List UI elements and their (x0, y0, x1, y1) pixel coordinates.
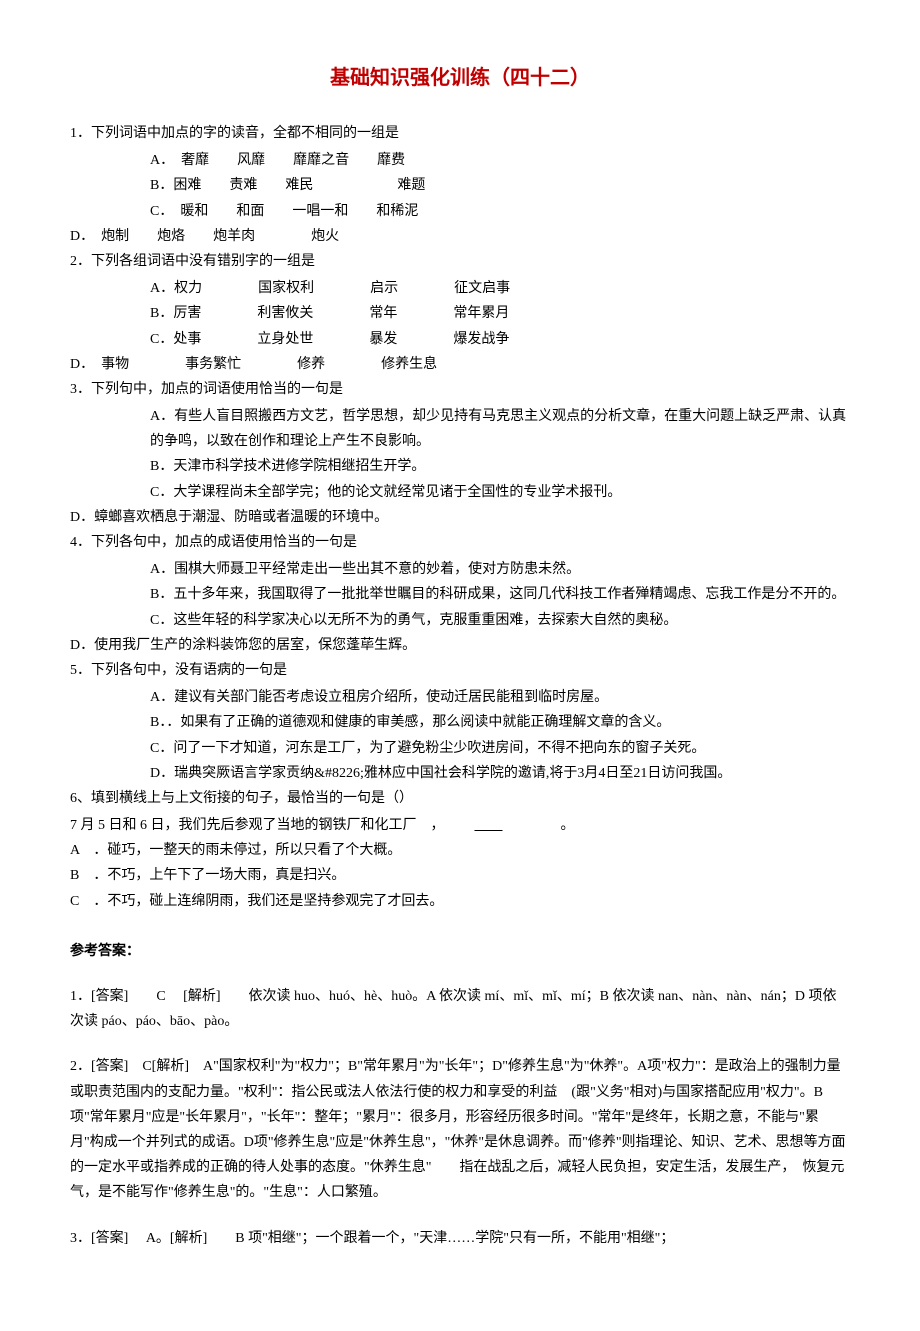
q1-option-a: A． 奢靡 风靡 靡靡之音 靡费 (70, 148, 850, 173)
q3-option-a: A．有些人盲目照搬西方文艺，哲学思想，却少见持有马克思主义观点的分析文章，在重大… (70, 404, 850, 454)
q1-option-c: C． 暖和 和面 一唱一和 和稀泥 (70, 199, 850, 224)
document-title: 基础知识强化训练（四十二） (70, 60, 850, 96)
q6-option-c: C ．不巧，碰上连绵阴雨，我们还是坚持参观完了才回去。 (70, 889, 850, 914)
q3-option-c: C．大学课程尚未全部学完；他的论文就经常见诸于全国性的专业学术报刊。 (70, 480, 850, 505)
question-2: 2．下列各组词语中没有错别字的一组是 A．权力 国家权利 启示 征文启事 B．厉… (70, 249, 850, 377)
answer-2: 2．[答案] C[解析] A"国家权利"为"权力"；B"常年累月"为"长年"；D… (70, 1054, 850, 1205)
q5-option-b: B．．如果有了正确的道德观和健康的审美感，那么阅读中就能正确理解文章的含义。 (70, 710, 850, 735)
q4-option-d: D．使用我厂生产的涂料装饰您的居室，保您蓬荜生辉。 (70, 633, 850, 658)
q3-option-b: B．天津市科学技术进修学院相继招生开学。 (70, 454, 850, 479)
q6-context: 7 月 5 日和 6 日，我们先后参观了当地的钢铁厂和化工厂 ， 。 (70, 813, 850, 838)
q1-option-d: D． 炮制 炮烙 炮羊肉 炮火 (70, 224, 850, 249)
q2-option-d: D． 事物 事务繁忙 修养 修养生息 (70, 352, 850, 377)
q2-option-c: C．处事 立身处世 暴发 爆发战争 (70, 327, 850, 352)
q2-option-a: A．权力 国家权利 启示 征文启事 (70, 276, 850, 301)
answers-header: 参考答案： (70, 939, 850, 964)
q6-stem: 6、填到横线上与上文衔接的句子，最恰当的一句是（） (70, 786, 850, 811)
q2-option-b: B．厉害 利害攸关 常年 常年累月 (70, 301, 850, 326)
question-3: 3．下列句中，加点的词语使用恰当的一句是 A．有些人盲目照搬西方文艺，哲学思想，… (70, 377, 850, 530)
q1-option-b: B．困难 责难 难民 难题 (70, 173, 850, 198)
question-6: 6、填到横线上与上文衔接的句子，最恰当的一句是（） 7 月 5 日和 6 日，我… (70, 786, 850, 914)
answer-1: 1．[答案] C [解析] 依次读 huo、huó、hè、huò。A 依次读 m… (70, 984, 850, 1034)
q5-option-a: A．建议有关部门能否考虑设立租房介绍所，使动迁居民能租到临时房屋。 (70, 685, 850, 710)
q1-stem: 1．下列词语中加点的字的读音，全都不相同的一组是 (70, 121, 850, 146)
q3-option-d: D．蟑螂喜欢栖息于潮湿、防暗或者温暖的环境中。 (70, 505, 850, 530)
q5-stem: 5．下列各句中，没有语病的一句是 (70, 658, 850, 683)
question-4: 4．下列各句中，加点的成语使用恰当的一句是 A．围棋大师聂卫平经常走出一些出其不… (70, 530, 850, 658)
q4-option-a: A．围棋大师聂卫平经常走出一些出其不意的妙着，使对方防患未然。 (70, 557, 850, 582)
q6-option-b: B ．不巧，上午下了一场大雨，真是扫兴。 (70, 863, 850, 888)
q6-context-end: 。 (533, 818, 575, 833)
q4-stem: 4．下列各句中，加点的成语使用恰当的一句是 (70, 530, 850, 555)
q4-option-c: C．这些年轻的科学家决心以无所不为的勇气，克服重重困难，去探索大自然的奥秘。 (70, 608, 850, 633)
q2-stem: 2．下列各组词语中没有错别字的一组是 (70, 249, 850, 274)
question-5: 5．下列各句中，没有语病的一句是 A．建议有关部门能否考虑设立租房介绍所，使动迁… (70, 658, 850, 786)
q4-option-b: B．五十多年来，我国取得了一批批举世瞩目的科研成果，这同几代科技工作者殚精竭虑、… (70, 582, 850, 607)
q6-option-a: A ．碰巧，一整天的雨未停过，所以只看了个大概。 (70, 838, 850, 863)
q3-stem: 3．下列句中，加点的词语使用恰当的一句是 (70, 377, 850, 402)
question-1: 1．下列词语中加点的字的读音，全都不相同的一组是 A． 奢靡 风靡 靡靡之音 靡… (70, 121, 850, 249)
q5-option-c: C．问了一下才知道，河东是工厂，为了避免粉尘少吹进房间，不得不把向东的窗子关死。 (70, 736, 850, 761)
q5-option-d: D．瑞典突厥语言学家贡纳&#8226;雅林应中国社会科学院的邀请,将于3月4日至… (70, 761, 850, 786)
q6-context-text: 7 月 5 日和 6 日，我们先后参观了当地的钢铁厂和化工厂 ， (70, 818, 445, 833)
fill-blank (445, 818, 533, 833)
answer-3: 3．[答案] A。[解析] B 项"相继"；一个跟着一个，"天津……学院"只有一… (70, 1226, 850, 1251)
